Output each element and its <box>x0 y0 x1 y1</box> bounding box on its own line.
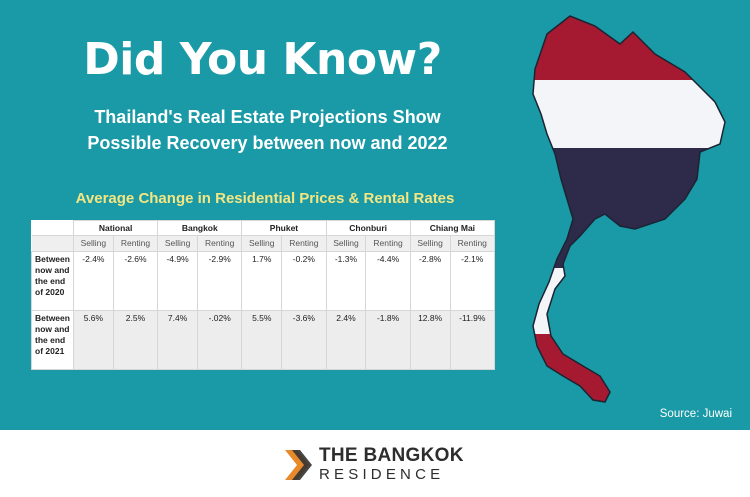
cell-national-renting-2021: 2.5% <box>112 309 159 371</box>
corner-cell <box>31 220 74 237</box>
brand-logo[interactable]: THE BANGKOK RESIDENCE <box>283 445 464 485</box>
subtitle-line-1: Thailand's Real Estate Projections Show <box>94 107 441 127</box>
row-label-line: of 2020 <box>35 286 65 297</box>
the-bangkok-residence-logo-icon <box>285 450 312 480</box>
flag-stripe-blue <box>533 148 725 268</box>
flag-stripe-red-top <box>533 16 725 80</box>
brand-line-1: THE BANGKOK <box>319 445 464 466</box>
row-label-2020: Between now and the end of 2020 <box>31 250 74 311</box>
row-label-line: now and <box>35 264 70 275</box>
flag-stripe-white-upper <box>533 80 725 148</box>
subtitle: Thailand's Real Estate Projections Show … <box>10 104 525 156</box>
cell-chonburi-selling-2020: -1.3% <box>325 250 367 311</box>
table-row-2021: Between now and the end of 2021 5.6% 2.5… <box>31 309 496 371</box>
subheader-renting: Renting <box>281 235 327 252</box>
region-header-bangkok: Bangkok <box>157 219 243 237</box>
cell-bangkok-renting-2021: -.02% <box>196 309 243 371</box>
subheader-row: Selling Renting Selling Renting Selling … <box>31 235 496 252</box>
subtitle-line-2: Possible Recovery between now and 2022 <box>87 133 448 153</box>
cell-chiang-mai-selling-2021: 12.8% <box>409 309 451 371</box>
cell-bangkok-selling-2021: 7.4% <box>157 309 198 371</box>
row-label-line: of 2021 <box>35 345 65 356</box>
cell-bangkok-renting-2020: -2.9% <box>196 250 243 311</box>
cell-phuket-renting-2020: -0.2% <box>281 250 327 311</box>
cell-chonburi-renting-2020: -4.4% <box>365 250 411 311</box>
region-header-chiang-mai: Chiang Mai <box>409 219 496 237</box>
source-credit: Source: Juwai <box>659 408 732 420</box>
region-header-row: National Bangkok Phuket Chonburi Chiang … <box>31 219 496 237</box>
row-label-line: the end <box>35 275 66 286</box>
infographic-banner: Did You Know? Thailand's Real Estate Pro… <box>0 0 750 430</box>
subheader-selling: Selling <box>73 235 114 252</box>
row-label-line: Between <box>35 312 70 323</box>
subheader-selling: Selling <box>325 235 367 252</box>
brand-line-2: RESIDENCE <box>319 466 445 483</box>
projection-table: National Bangkok Phuket Chonburi Chiang … <box>31 219 496 371</box>
cell-national-selling-2021: 5.6% <box>73 309 114 371</box>
cell-national-selling-2020: -2.4% <box>73 250 114 311</box>
cell-bangkok-selling-2020: -4.9% <box>157 250 198 311</box>
cell-chiang-mai-renting-2020: -2.1% <box>449 250 496 311</box>
brand-wordmark: THE BANGKOK RESIDENCE <box>319 446 464 484</box>
table-row-2020: Between now and the end of 2020 -2.4% -2… <box>31 250 496 311</box>
row-label-line: Between <box>35 253 70 264</box>
headline: Did You Know? <box>83 34 442 85</box>
flag-stripe-white-lower <box>533 268 725 334</box>
row-label-line: the end <box>35 334 66 345</box>
cell-chiang-mai-selling-2020: -2.8% <box>409 250 451 311</box>
subheader-renting: Renting <box>449 235 496 252</box>
region-header-phuket: Phuket <box>241 219 327 237</box>
corner-cell <box>31 235 74 252</box>
thailand-flag-map-icon <box>532 15 726 403</box>
subheader-selling: Selling <box>157 235 198 252</box>
subheader-selling: Selling <box>409 235 451 252</box>
cell-phuket-selling-2020: 1.7% <box>241 250 283 311</box>
cell-chiang-mai-renting-2021: -11.9% <box>449 309 496 371</box>
cell-phuket-renting-2021: -3.6% <box>281 309 327 371</box>
projection-table-grid: National Bangkok Phuket Chonburi Chiang … <box>31 219 496 371</box>
row-label-line: now and <box>35 323 70 334</box>
map-outline <box>532 15 726 403</box>
cell-national-renting-2020: -2.6% <box>112 250 159 311</box>
subheader-selling: Selling <box>241 235 283 252</box>
cell-phuket-selling-2021: 5.5% <box>241 309 283 371</box>
subheader-renting: Renting <box>365 235 411 252</box>
cell-chonburi-selling-2021: 2.4% <box>325 309 367 371</box>
region-header-national: National <box>72 219 159 237</box>
region-header-chonburi: Chonburi <box>325 219 411 237</box>
table-title: Average Change in Residential Prices & R… <box>75 190 455 207</box>
subheader-renting: Renting <box>196 235 243 252</box>
cell-chonburi-renting-2021: -1.8% <box>365 309 411 371</box>
subheader-renting: Renting <box>112 235 159 252</box>
row-label-2021: Between now and the end of 2021 <box>31 309 74 371</box>
